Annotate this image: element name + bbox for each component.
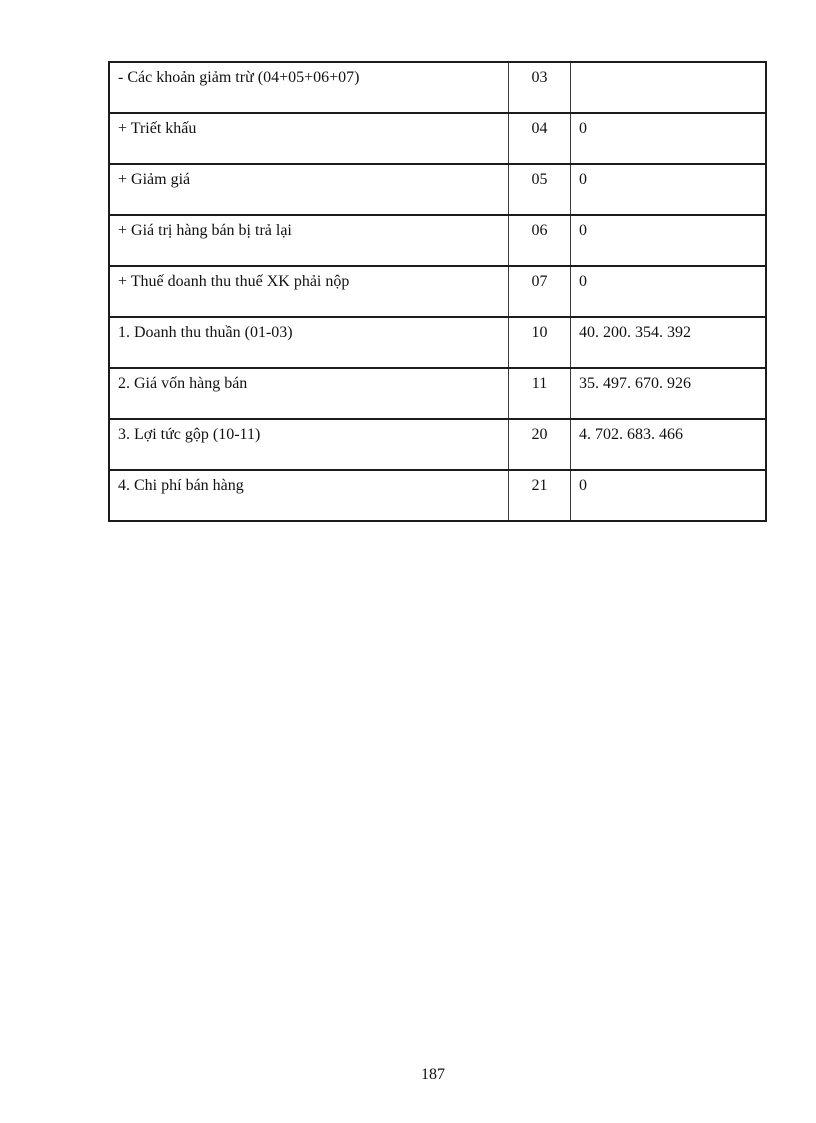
row-value: 0: [570, 163, 767, 216]
row-value: 0: [570, 265, 767, 318]
table-row: + Thuế doanh thu thuế XK phải nộp 07 0: [108, 265, 767, 318]
row-label: + Thuế doanh thu thuế XK phải nộp: [108, 265, 509, 318]
row-code: 10: [508, 316, 571, 369]
row-label: 4. Chi phí bán hàng: [108, 469, 509, 522]
table-row: 4. Chi phí bán hàng 21 0: [108, 469, 767, 522]
row-label: 1. Doanh thu thuần (01-03): [108, 316, 509, 369]
row-code: 05: [508, 163, 571, 216]
row-label: 3. Lợi tức gộp (10-11): [108, 418, 509, 471]
table-row: 3. Lợi tức gộp (10-11) 20 4. 702. 683. 4…: [108, 418, 767, 471]
row-code: 06: [508, 214, 571, 267]
row-code: 03: [508, 61, 571, 114]
table-row: + Giá trị hàng bán bị trả lại 06 0: [108, 214, 767, 267]
row-code: 20: [508, 418, 571, 471]
table-row: + Triết khấu 04 0: [108, 112, 767, 165]
page-number: 187: [0, 1066, 816, 1084]
row-value: 40. 200. 354. 392: [570, 316, 767, 369]
row-value: 4. 702. 683. 466: [570, 418, 767, 471]
table-row: + Giảm giá 05 0: [108, 163, 767, 216]
row-code: 04: [508, 112, 571, 165]
row-label: 2. Giá vốn hàng bán: [108, 367, 509, 420]
row-label: + Triết khấu: [108, 112, 509, 165]
table-row: - Các khoản giảm trừ (04+05+06+07) 03: [108, 61, 767, 114]
row-code: 07: [508, 265, 571, 318]
row-code: 21: [508, 469, 571, 522]
row-label: - Các khoản giảm trừ (04+05+06+07): [108, 61, 509, 114]
table-row: 1. Doanh thu thuần (01-03) 10 40. 200. 3…: [108, 316, 767, 369]
row-value: 0: [570, 112, 767, 165]
row-value: [570, 61, 767, 114]
row-value: 35. 497. 670. 926: [570, 367, 767, 420]
row-value: 0: [570, 214, 767, 267]
row-label: + Giá trị hàng bán bị trả lại: [108, 214, 509, 267]
page-number-text: 187: [421, 1066, 445, 1083]
financial-report-table: - Các khoản giảm trừ (04+05+06+07) 03 + …: [108, 61, 767, 522]
row-label: + Giảm giá: [108, 163, 509, 216]
row-value: 0: [570, 469, 767, 522]
table-row: 2. Giá vốn hàng bán 11 35. 497. 670. 926: [108, 367, 767, 420]
row-code: 11: [508, 367, 571, 420]
